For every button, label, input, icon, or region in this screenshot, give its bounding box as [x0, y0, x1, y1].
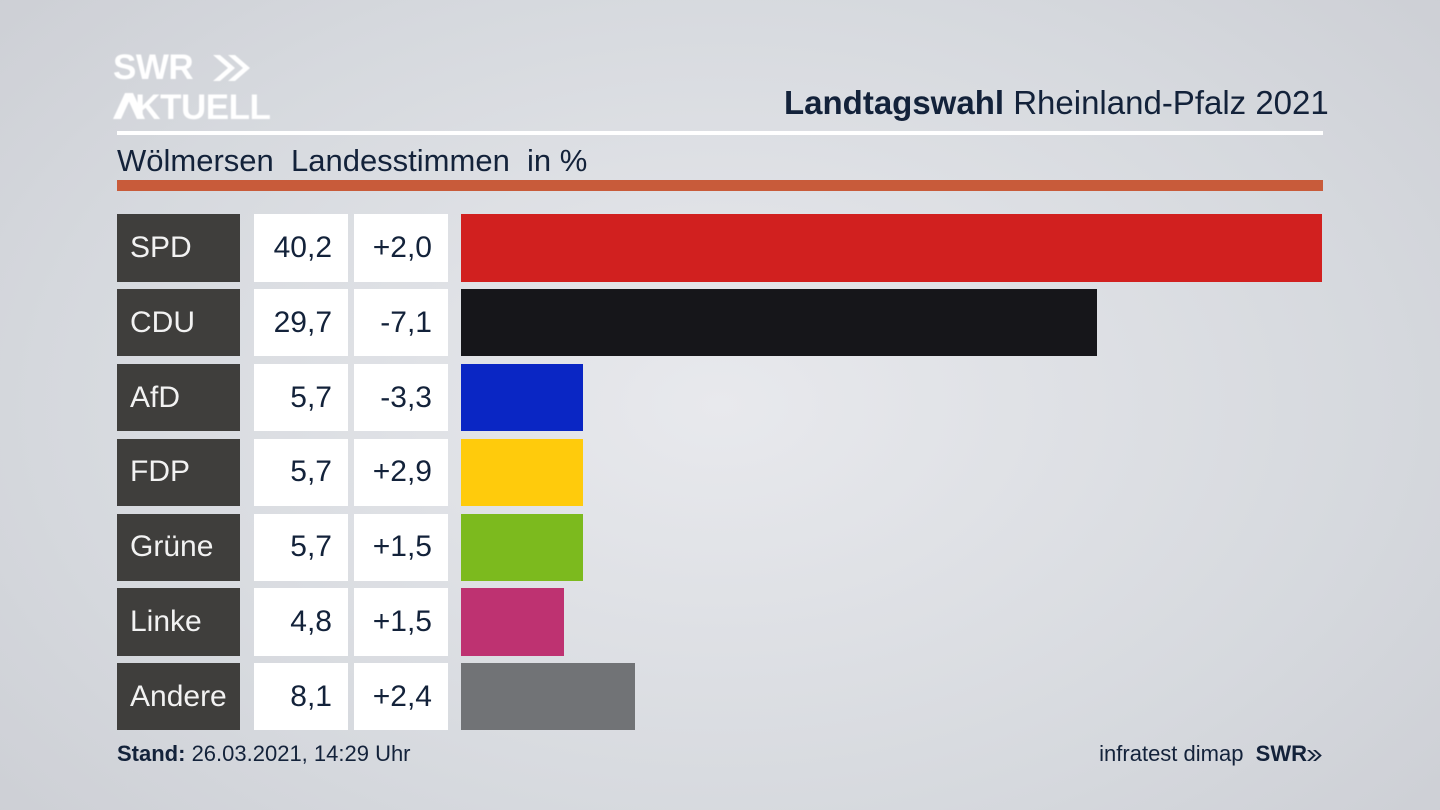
svg-text:SWR: SWR — [113, 50, 193, 87]
svg-text:KTUELL: KTUELL — [135, 88, 270, 126]
